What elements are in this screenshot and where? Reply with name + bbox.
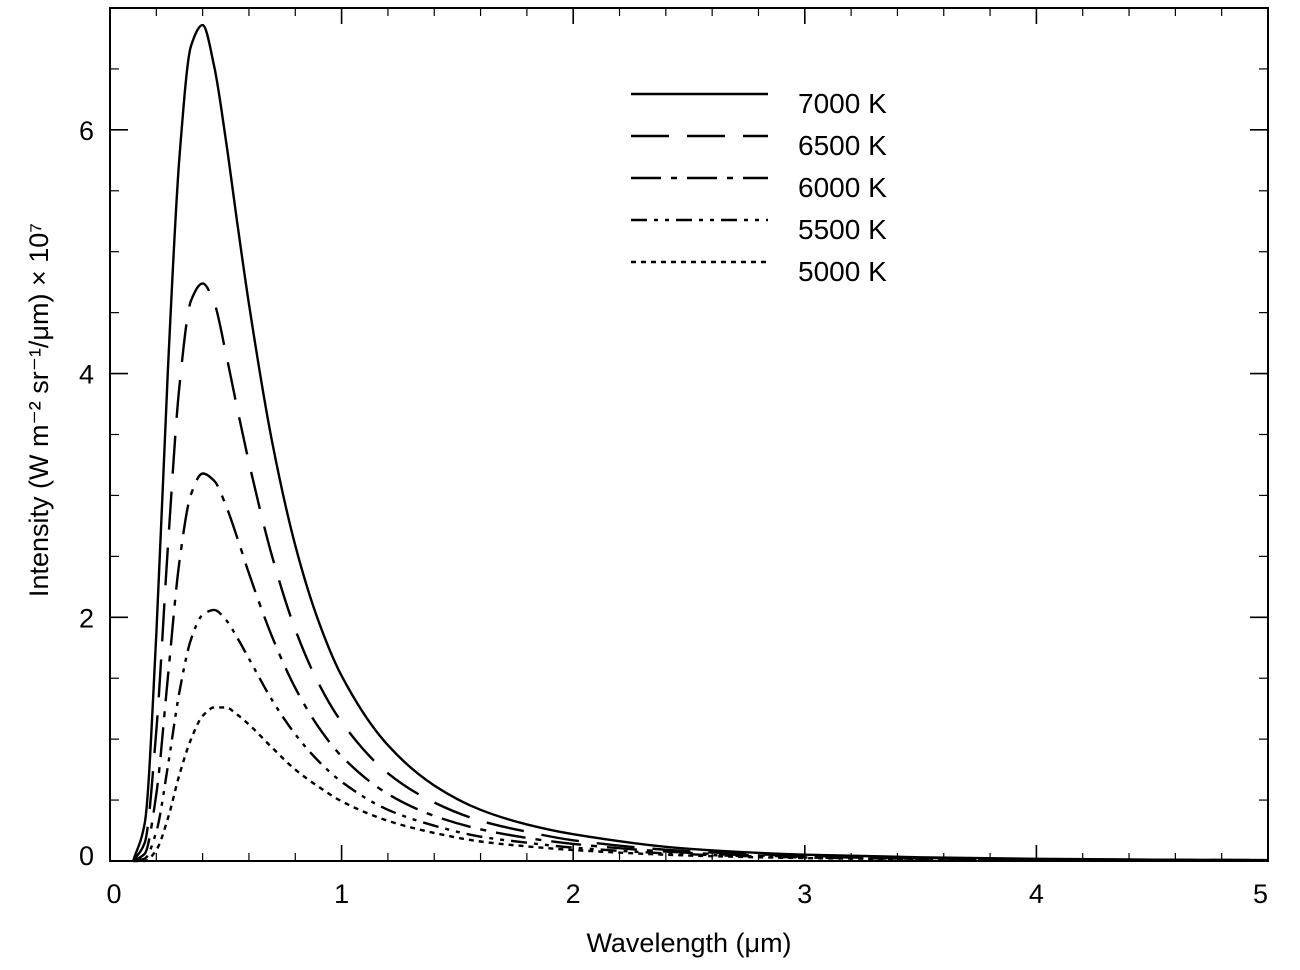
x-tick-label: 2 — [566, 879, 581, 909]
y-tick-label: 0 — [79, 841, 94, 871]
y-axis-label: Intensity (W m⁻² sr⁻¹/μm) × 10⁷ — [24, 223, 54, 597]
y-tick-label: 4 — [79, 360, 94, 390]
y-tick-label: 6 — [79, 116, 94, 146]
curve-5000-k — [133, 706, 1269, 863]
curve-6000-k — [132, 472, 1269, 863]
x-tick-label: 5 — [1253, 879, 1268, 909]
y-tick-label: 2 — [79, 603, 94, 633]
x-axis-label: Wavelength (μm) — [586, 928, 791, 958]
legend-label: 7000 K — [798, 88, 887, 119]
x-tick-label: 3 — [797, 879, 812, 909]
x-tick-label: 1 — [334, 879, 349, 909]
legend: 7000 K 6500 K 6000 K 5500 K 5000 K — [631, 88, 887, 287]
legend-label: 5000 K — [798, 256, 887, 287]
curve-7000-k — [132, 23, 1269, 862]
legend-label: 5500 K — [798, 214, 887, 245]
x-tick-label: 0 — [106, 879, 121, 909]
legend-label: 6500 K — [798, 130, 887, 161]
x-tick-label: 4 — [1029, 879, 1044, 909]
axis-ticks: 0 1 2 3 4 5 0 2 4 6 — [79, 8, 1269, 909]
legend-label: 6000 K — [798, 172, 887, 203]
curves — [132, 23, 1269, 863]
